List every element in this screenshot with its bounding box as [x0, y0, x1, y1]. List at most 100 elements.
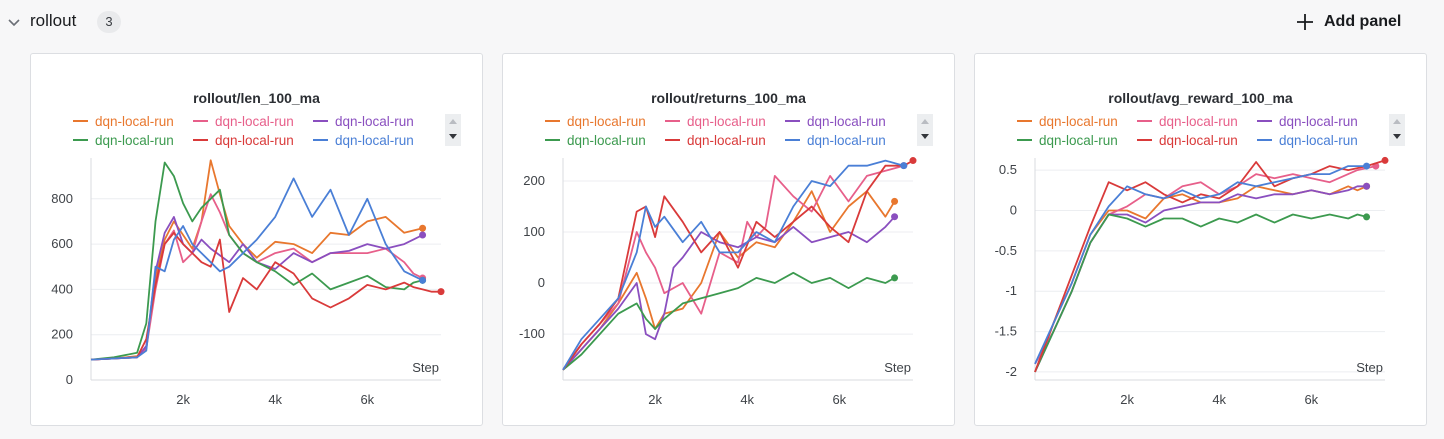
legend-swatch [1137, 120, 1152, 122]
y-tick-label: 0 [1010, 202, 1017, 217]
add-panel-button[interactable]: Add panel [1296, 9, 1401, 35]
legend-label: dqn-local-run [807, 132, 886, 148]
x-tick-label: 2k [648, 392, 662, 407]
legend-swatch [1257, 120, 1272, 122]
series-end-point [891, 197, 899, 205]
legend-item[interactable]: dqn-local-run [313, 112, 433, 130]
panel-avg-reward-100-ma[interactable]: -2 -1.5 -1 -0.5 0 0.5 2k 4k 6k Step rollout/avg_re… [974, 53, 1427, 426]
line-chart[interactable]: -2 -1.5 -1 -0.5 0 0.5 2k 4k 6k Step [975, 54, 1427, 426]
legend-item[interactable]: dqn-local-run [73, 131, 193, 149]
legend-item[interactable]: dqn-local-run [1017, 112, 1137, 130]
legend-label: dqn-local-run [807, 113, 886, 129]
line-chart[interactable]: -100 0 100 200 2k 4k 6k Step [503, 54, 955, 426]
panel-len-100-ma[interactable]: 0 200 400 600 800 2k 4k 6k Step rollout/len_100_m… [30, 53, 483, 426]
legend-item[interactable]: dqn-local-run [1137, 112, 1257, 130]
y-tick-label: -2 [1005, 364, 1017, 379]
x-tick-label: 2k [1120, 392, 1134, 407]
legend-item[interactable]: dqn-local-run [1137, 131, 1257, 149]
series-line[interactable] [1034, 185, 1367, 373]
legend-item[interactable]: dqn-local-run [665, 112, 785, 130]
x-tick-label: 6k [360, 392, 374, 407]
legend-label: dqn-local-run [95, 132, 174, 148]
legend-scroll-control[interactable] [1389, 114, 1405, 146]
legend-scroll-down-icon[interactable] [449, 134, 457, 139]
y-tick-label: -100 [519, 326, 545, 341]
legend-item[interactable]: dqn-local-run [1257, 131, 1377, 149]
series-line[interactable] [1034, 185, 1367, 373]
series-end-point [1381, 156, 1389, 164]
section-title[interactable]: rollout [30, 11, 77, 30]
panel-title: rollout/len_100_ma [193, 90, 320, 106]
legend-swatch [1137, 139, 1152, 141]
legend-scroll-down-icon[interactable] [1393, 134, 1401, 139]
panel-count-badge: 3 [97, 11, 121, 33]
series-line[interactable] [1034, 213, 1367, 373]
plus-icon [1297, 14, 1313, 30]
legend-scroll-control[interactable] [917, 114, 933, 146]
series-line[interactable] [90, 177, 423, 361]
series-end-point [419, 224, 427, 232]
legend-item[interactable]: dqn-local-run [545, 112, 665, 130]
panel-title: rollout/avg_reward_100_ma [1108, 90, 1293, 106]
legend-item[interactable]: dqn-local-run [193, 131, 313, 149]
x-axis-title: Step [1356, 360, 1383, 375]
legend-scroll-down-icon[interactable] [921, 134, 929, 139]
y-tick-label: 200 [523, 173, 545, 188]
series-line[interactable] [90, 231, 441, 361]
legend-swatch [785, 139, 800, 141]
series-line[interactable] [90, 161, 423, 361]
series-end-point [891, 213, 899, 221]
y-tick-label: 0 [538, 275, 545, 290]
y-tick-label: 800 [51, 191, 73, 206]
series-end-point [900, 162, 908, 170]
legend-scroll-up-icon[interactable] [921, 119, 929, 124]
legend-swatch [73, 139, 88, 141]
legend-label: dqn-local-run [335, 132, 414, 148]
series-end-point [1363, 162, 1371, 170]
legend-item[interactable]: dqn-local-run [1257, 112, 1377, 130]
chart-legend: dqn-local-run dqn-local-run dqn-local-run d… [545, 112, 895, 149]
series-line[interactable] [562, 271, 896, 371]
series-line[interactable] [562, 164, 905, 371]
legend-item[interactable]: dqn-local-run [193, 112, 313, 130]
legend-item[interactable]: dqn-local-run [665, 131, 785, 149]
series-line[interactable] [90, 159, 423, 361]
section-header: rollout 3 Add panel [0, 0, 1444, 44]
legend-item[interactable]: dqn-local-run [785, 112, 905, 130]
series-end-point [419, 231, 427, 239]
x-tick-label: 4k [268, 392, 282, 407]
legend-item[interactable]: dqn-local-run [545, 131, 665, 149]
legend-scroll-up-icon[interactable] [1393, 119, 1401, 124]
series-end-point [1363, 213, 1371, 221]
y-tick-label: 600 [51, 236, 73, 251]
legend-item[interactable]: dqn-local-run [1017, 131, 1137, 149]
y-tick-label: 0 [66, 372, 73, 387]
legend-item[interactable]: dqn-local-run [785, 131, 905, 149]
legend-swatch [545, 139, 560, 141]
series-end-point [891, 274, 899, 282]
legend-swatch [313, 120, 328, 122]
series-line[interactable] [562, 159, 914, 371]
series-end-point [1363, 182, 1371, 190]
x-tick-label: 2k [176, 392, 190, 407]
panel-returns-100-ma[interactable]: -100 0 100 200 2k 4k 6k Step rollout/returns_100… [502, 53, 955, 426]
series-line[interactable] [562, 190, 896, 371]
x-axis-title: Step [884, 360, 911, 375]
y-tick-label: -0.5 [995, 243, 1017, 258]
legend-item[interactable]: dqn-local-run [313, 131, 433, 149]
line-chart[interactable]: 0 200 400 600 800 2k 4k 6k Step [31, 54, 483, 426]
legend-item[interactable]: dqn-local-run [73, 112, 193, 130]
legend-scroll-up-icon[interactable] [449, 119, 457, 124]
legend-label: dqn-local-run [1279, 132, 1358, 148]
chevron-down-icon[interactable] [7, 15, 21, 29]
legend-swatch [665, 120, 680, 122]
legend-scroll-control[interactable] [445, 114, 461, 146]
legend-label: dqn-local-run [1279, 113, 1358, 129]
series-line[interactable] [562, 159, 905, 371]
legend-swatch [1017, 139, 1032, 141]
series-line[interactable] [1034, 165, 1367, 365]
y-tick-label: 0.5 [999, 162, 1017, 177]
legend-label: dqn-local-run [215, 132, 294, 148]
legend-label: dqn-local-run [1159, 132, 1238, 148]
x-tick-label: 4k [1212, 392, 1226, 407]
